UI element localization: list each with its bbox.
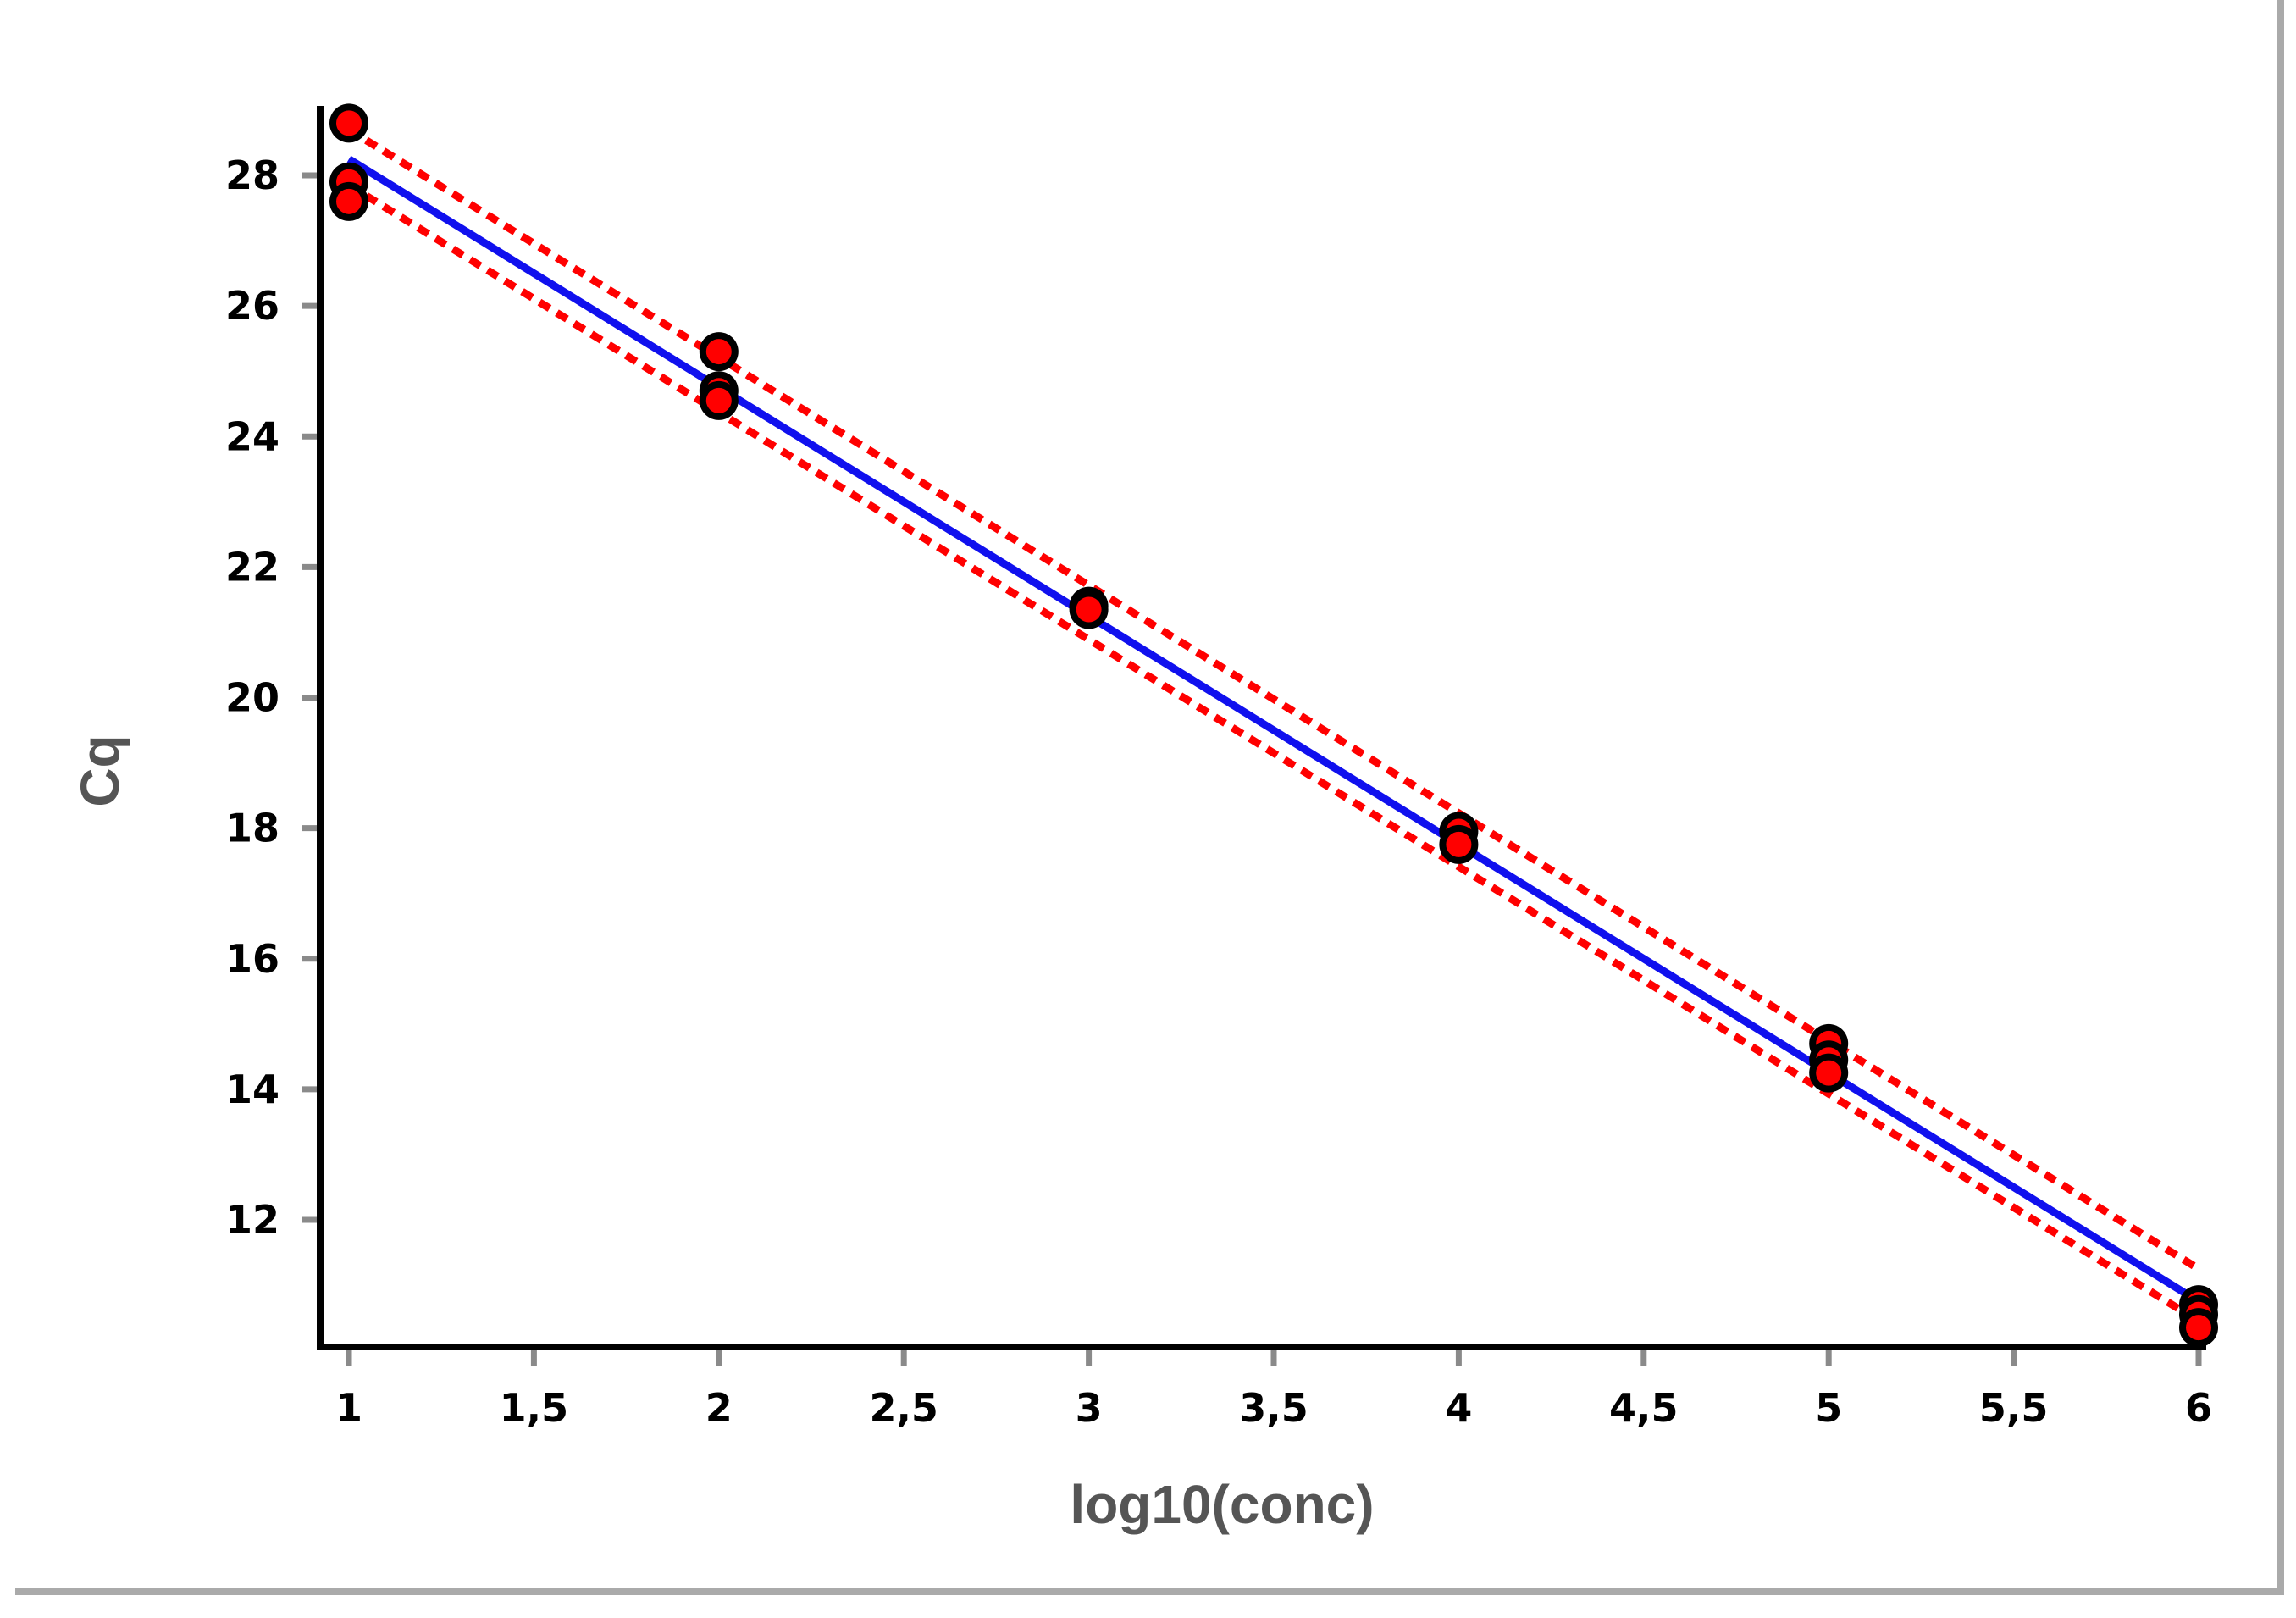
- data-point-fill: [1446, 831, 1472, 857]
- data-point-fill: [336, 188, 362, 214]
- tick-labels-layer: 12 14 16 18 20 22 24 26 28 1 1,5 2 2,5 3 3,5 4 4,5 5 5,5 6: [225, 152, 2212, 1431]
- y-tick-label: 24: [225, 413, 279, 459]
- data-point-fill: [705, 387, 732, 413]
- confidence-band-layer: [346, 126, 2201, 1325]
- x-tick-label: 4: [1445, 1385, 1472, 1431]
- data-point: [1809, 1053, 1849, 1093]
- x-tick-label: 1: [335, 1385, 362, 1431]
- x-tick-label: 2,5: [869, 1385, 938, 1431]
- x-tick-label: 6: [2185, 1385, 2212, 1431]
- y-axis-title: Cq: [69, 734, 130, 806]
- x-tick-label: 3: [1076, 1385, 1103, 1431]
- confidence-band-lower: [346, 181, 2201, 1325]
- y-tick-label: 28: [225, 152, 279, 198]
- regression-line: [346, 155, 2201, 1305]
- x-tick-label: 4,5: [1609, 1385, 1679, 1431]
- data-points-layer: [329, 103, 2218, 1348]
- data-point-fill: [1816, 1060, 1842, 1086]
- axes-layer: [317, 106, 2206, 1350]
- data-point-fill: [2186, 1315, 2211, 1341]
- y-tick-label: 18: [225, 806, 279, 851]
- x-tick-label: 3,5: [1239, 1385, 1308, 1431]
- data-point: [1439, 824, 1479, 864]
- y-tick-label: 14: [225, 1067, 279, 1112]
- y-tick-label: 16: [225, 936, 279, 982]
- data-point-fill: [705, 339, 732, 365]
- confidence-band-upper: [346, 126, 2201, 1272]
- data-point-fill: [1076, 596, 1102, 623]
- data-point: [329, 103, 368, 143]
- y-tick-label: 26: [225, 283, 279, 329]
- x-tick-label: 5,5: [1979, 1385, 2049, 1431]
- data-point: [1069, 590, 1109, 629]
- y-tick-label: 22: [225, 544, 279, 590]
- data-point: [699, 380, 739, 420]
- data-point: [699, 332, 739, 372]
- fit-line-layer: [346, 155, 2201, 1305]
- y-tick-label: 12: [225, 1197, 279, 1243]
- x-axis-title: log10(conc): [1070, 1474, 1374, 1535]
- data-point: [329, 181, 368, 221]
- x-tick-label: 1,5: [500, 1385, 569, 1431]
- y-tick-label: 20: [225, 675, 279, 721]
- x-tick-label: 2: [705, 1385, 733, 1431]
- data-point-fill: [336, 110, 362, 136]
- x-tick-label: 5: [1815, 1385, 1842, 1431]
- data-point: [2179, 1308, 2218, 1348]
